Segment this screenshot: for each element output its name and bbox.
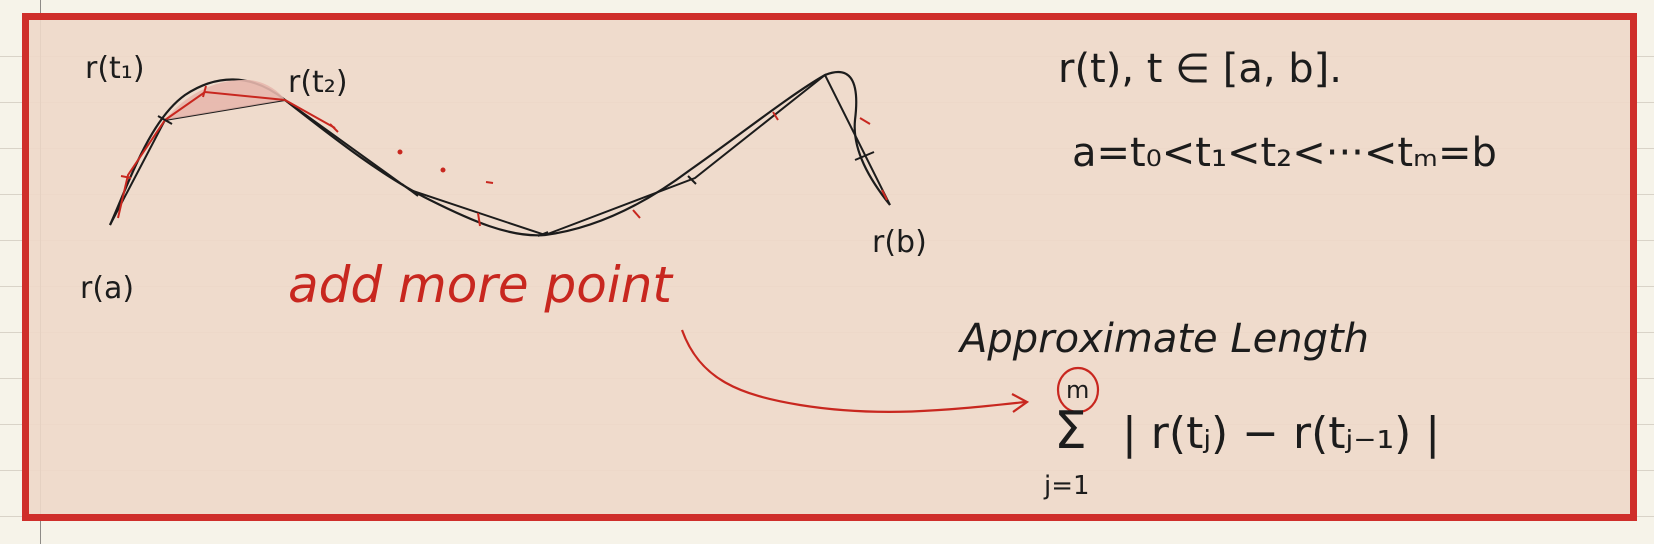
shaded-region: [165, 79, 285, 120]
label-r-a: r(a): [80, 271, 134, 306]
annotation-add-more-point: add more point: [288, 256, 674, 314]
label-r-t1: r(t₁): [85, 51, 145, 86]
black-ticks: [157, 115, 875, 237]
sum-upper: m: [1066, 376, 1089, 404]
sum-lower: j=1: [1043, 471, 1090, 501]
circled-m-icon: [1056, 366, 1100, 414]
arrow-head-icon: [1011, 393, 1030, 413]
refined-polyline: [117, 90, 336, 219]
red-ticks: [120, 85, 888, 227]
highlight-frame: [22, 13, 1637, 521]
arrow: [680, 329, 1026, 413]
sum-symbol: Σ: [1054, 401, 1087, 461]
label-r-b: r(b): [872, 225, 927, 260]
sum-body: | r(tⱼ) − r(tⱼ₋₁) |: [1122, 408, 1440, 459]
approx-title: Approximate Length: [957, 316, 1369, 362]
parametrization: r(t), t ∈ [a, b].: [1058, 46, 1342, 92]
label-r-t2: r(t₂): [288, 65, 348, 100]
partition: a=t₀<t₁<t₂<···<tₘ=b: [1072, 130, 1497, 176]
curve: [108, 70, 891, 237]
